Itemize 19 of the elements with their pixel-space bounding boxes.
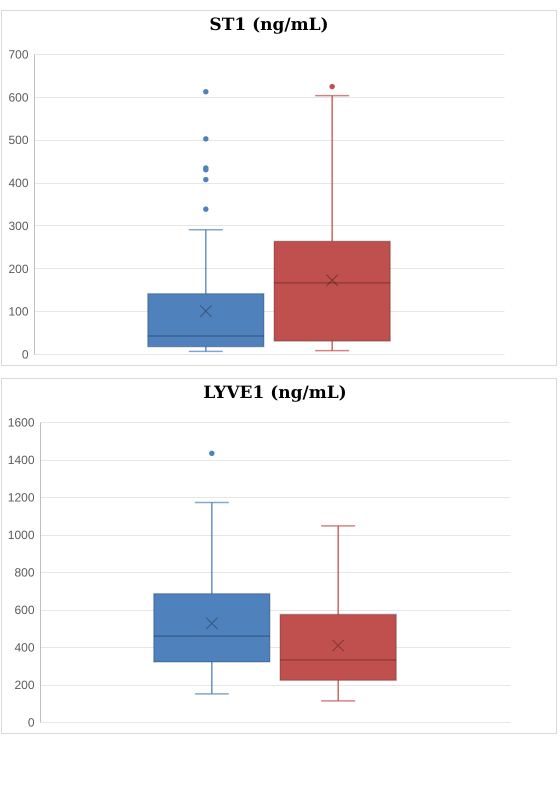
y-tick-label: 800 — [14, 566, 35, 580]
y-tick-label: 0 — [28, 716, 35, 730]
y-tick-label: 1400 — [8, 453, 35, 467]
y-tick-label: 600 — [14, 603, 35, 617]
y-tick-label: 200 — [8, 262, 29, 276]
y-tick-label: 1200 — [8, 490, 35, 504]
chart-title: ST1 (ng/mL) — [209, 15, 329, 35]
y-tick-label: 700 — [8, 48, 29, 62]
y-tick-label: 1000 — [8, 528, 35, 542]
y-tick-label: 100 — [8, 304, 29, 319]
y-tick-label: 400 — [8, 176, 29, 190]
chart-title: LYVE1 (ng/mL) — [203, 383, 347, 403]
y-tick-label: 0 — [22, 348, 29, 362]
y-tick-label: 600 — [8, 90, 29, 104]
y-tick-label: 300 — [8, 218, 29, 233]
y-tick-label: 1600 — [8, 416, 35, 430]
y-tick-label: 200 — [14, 678, 35, 692]
y-tick-label: 400 — [14, 640, 35, 654]
y-tick-label: 500 — [8, 133, 29, 148]
